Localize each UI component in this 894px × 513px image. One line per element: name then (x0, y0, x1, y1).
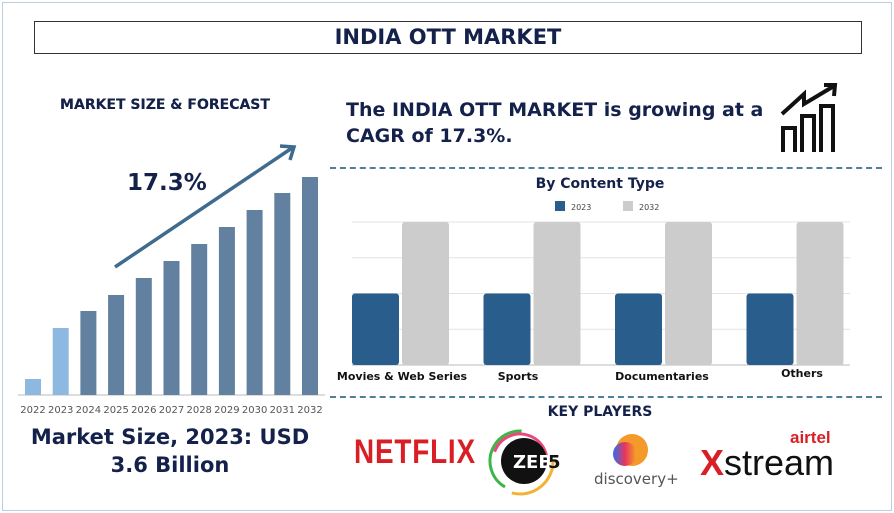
category-label: Movies & Web Series (337, 370, 468, 383)
bar-Others-2023 (746, 293, 794, 365)
market-forecast-chart-title: MARKET SIZE & FORECAST (60, 97, 270, 113)
cagr-label: 17.3% (127, 170, 207, 196)
market-forecast-heading: MARKET SIZE & FORECAST (60, 97, 270, 113)
x-tick-label: 2027 (159, 405, 184, 416)
legend-swatch (623, 201, 633, 211)
divider (330, 167, 882, 169)
legend-swatch (555, 201, 565, 211)
bar-Sports-2023 (483, 293, 531, 365)
x-tick-label: 2032 (297, 405, 322, 416)
market-size-text: Market Size, 2023: USD 3.6 Billion (0, 423, 340, 479)
bar-2025 (108, 295, 125, 395)
bar-2027 (163, 261, 180, 395)
bar-Sports-2032 (533, 222, 581, 365)
x-tick-label: 2022 (20, 405, 45, 416)
svg-text:ZEE: ZEE (513, 452, 551, 473)
category-label: Sports (498, 370, 539, 383)
x-tick-label: 2025 (103, 405, 128, 416)
legend-label: 2032 (639, 203, 659, 212)
category-label: Documentaries (615, 370, 709, 383)
x-tick-label: 2023 (48, 405, 73, 416)
bar-Others-2032 (796, 222, 844, 365)
market-size-line1: Market Size, 2023: USD (30, 425, 310, 449)
x-tick-label: 2029 (214, 405, 239, 416)
market-forecast-chart: 2022 2023 2024 2025 2026 2027 2028 2029 2030 2031… (18, 144, 325, 416)
bar-2026 (135, 278, 152, 395)
bar-2032 (302, 177, 318, 395)
bar-2028 (191, 244, 208, 395)
legend-label: 2023 (571, 203, 591, 212)
key-players-heading: KEY PLAYERS (547, 404, 653, 420)
discovery-text: discovery+ (594, 470, 679, 488)
bar-Movies & Web Series-2023 (352, 293, 399, 365)
bar-2029 (218, 227, 235, 395)
market-size-line2: 3.6 Billion (110, 453, 230, 477)
page-title: INDIA OTT MARKET (34, 21, 862, 54)
airtel-text: airtel (790, 428, 831, 447)
bar-2030 (246, 210, 263, 395)
zee5-logo: ZEE 5 (486, 426, 561, 496)
arrow-head-icon (279, 144, 297, 161)
category-label: Others (781, 367, 823, 380)
x-tick-label: 2031 (270, 405, 295, 416)
divider (330, 396, 882, 398)
headline: The INDIA OTT MARKET is growing at a CAG… (346, 99, 764, 147)
x-tick-label: 2024 (76, 405, 101, 416)
bar-Documentaries-2032 (665, 222, 712, 365)
xstream-logo: Xstream (700, 442, 835, 483)
bar-2023 (52, 328, 69, 395)
bar-2031 (274, 193, 291, 395)
bar-Movies & Web Series-2032 (402, 222, 449, 365)
growth-chart-icon (780, 83, 838, 152)
discovery-plus-logo: discovery+ (594, 434, 679, 488)
bar-2024 (80, 311, 97, 395)
svg-text:5: 5 (548, 452, 561, 473)
content-type-title: By Content Type (535, 176, 665, 192)
netflix-logo: NETFLIX (354, 433, 476, 471)
x-tick-label: 2028 (186, 405, 211, 416)
x-tick-label: 2030 (242, 405, 267, 416)
growth-arrow (114, 146, 293, 269)
x-tick-label: 2026 (131, 405, 156, 416)
bar-2022 (25, 379, 41, 395)
content-type-chart: 2023 2032 Movies & Web Series Sports Documen… (337, 201, 850, 383)
bar-Documentaries-2023 (615, 293, 662, 365)
